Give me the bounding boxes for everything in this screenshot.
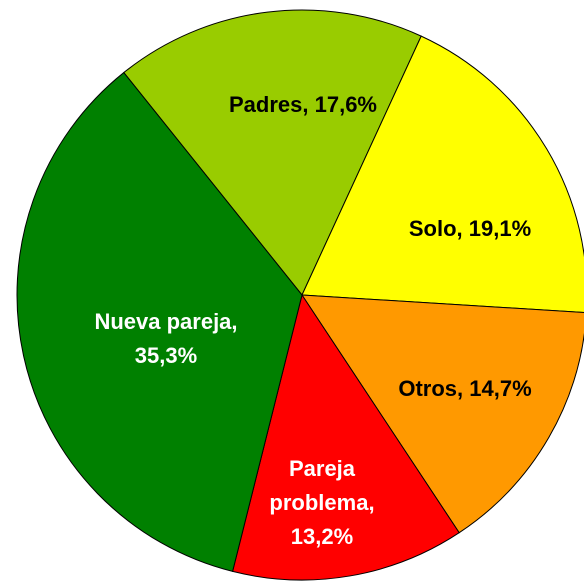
pie-slice (301, 35, 584, 314)
slice-label: 35,3% (135, 343, 197, 368)
slice-label: Solo, 19,1% (409, 216, 531, 241)
slice-label: Nueva pareja, (94, 309, 237, 334)
pie-slice (16, 71, 303, 573)
slice-label: 13,2% (291, 524, 353, 549)
slice-label: Padres, 17,6% (229, 92, 377, 117)
pie-slice (231, 293, 460, 581)
slice-label: problema, (269, 490, 374, 515)
pie-slice (123, 9, 422, 296)
slice-label: Otros, 14,7% (398, 376, 531, 401)
slice-label: Pareja (289, 456, 356, 481)
